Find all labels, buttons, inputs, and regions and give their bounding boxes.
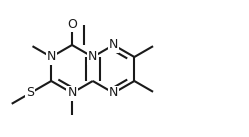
Text: N: N [109, 38, 118, 52]
Text: N: N [67, 86, 77, 99]
Text: S: S [26, 86, 34, 99]
Text: N: N [88, 51, 97, 64]
Text: N: N [109, 86, 118, 99]
Text: N: N [47, 51, 56, 64]
Text: O: O [67, 18, 77, 31]
